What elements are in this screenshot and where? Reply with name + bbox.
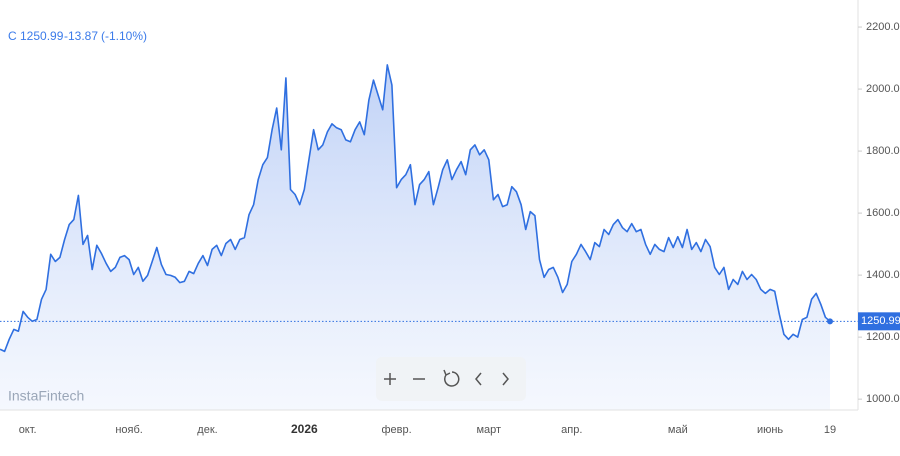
y-tick-label: 1200.00	[866, 331, 900, 343]
x-tick-label: 19	[824, 424, 836, 436]
price-change-pct: (-1.10%)	[101, 29, 147, 43]
x-tick-label: май	[668, 424, 688, 436]
y-tick-label: 2200.00	[866, 21, 900, 33]
last-price-tag-label: 1250.99	[861, 315, 900, 327]
x-tick-label: окт.	[19, 424, 37, 436]
x-tick-label: нояб.	[115, 424, 143, 436]
symbol: C	[8, 29, 17, 43]
last-point	[827, 318, 833, 325]
x-tick-label: март	[476, 424, 501, 436]
scroll-left-button[interactable]	[475, 372, 482, 386]
y-tick-label: 1400.00	[866, 269, 900, 281]
watermark: InstaFintech	[8, 388, 84, 404]
price-change: -13.87	[64, 29, 98, 43]
scroll-right-button[interactable]	[502, 372, 509, 386]
area-fill	[0, 64, 830, 411]
y-tick-label: 1800.00	[866, 145, 900, 157]
zoom-controls	[376, 357, 526, 401]
y-tick-label: 1000.00	[866, 393, 900, 405]
reset-button[interactable]	[443, 369, 460, 387]
y-tick-label: 2000.00	[866, 83, 900, 95]
last-price-tag	[858, 312, 900, 331]
zoom-in-button[interactable]	[384, 373, 396, 385]
x-tick-label: 2026	[291, 422, 318, 436]
price-line	[0, 64, 831, 353]
plot-area	[0, 64, 831, 411]
x-tick-label: февр.	[381, 424, 411, 436]
last-price: 1250.99	[20, 29, 64, 43]
controls-background	[376, 357, 526, 401]
x-tick-label: июнь	[757, 424, 783, 436]
y-tick-label: 1600.00	[866, 207, 900, 219]
x-tick-label: дек.	[197, 424, 217, 436]
x-tick-label: апр.	[561, 424, 582, 436]
